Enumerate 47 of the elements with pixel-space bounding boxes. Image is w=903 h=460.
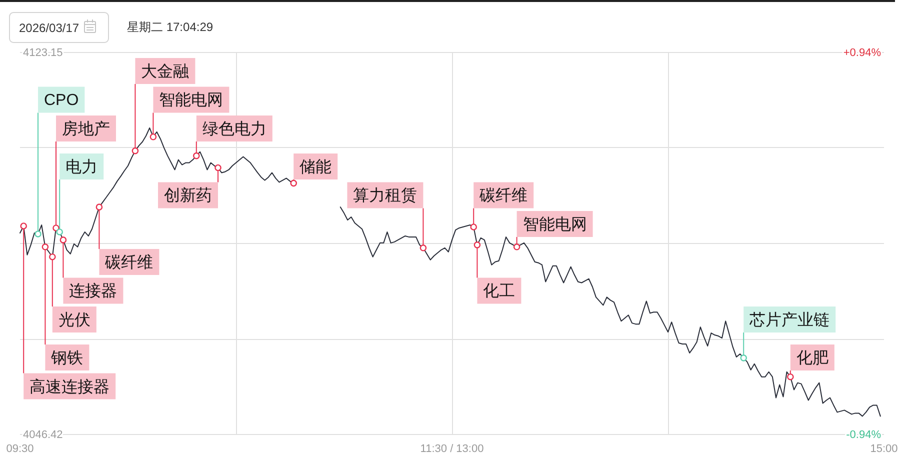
point bbox=[787, 373, 794, 380]
x-tick-label: 09:30 bbox=[6, 443, 34, 455]
y2-tick-label: +0.94% bbox=[843, 47, 882, 59]
point bbox=[96, 204, 103, 210]
point bbox=[49, 253, 56, 260]
data-label: 钢铁 bbox=[50, 350, 84, 368]
data-label: 智能电网 bbox=[522, 215, 587, 234]
data-label: 大金融 bbox=[141, 62, 190, 80]
data-label: 连接器 bbox=[69, 282, 118, 300]
data-label: 房地产 bbox=[62, 120, 110, 138]
data-label: 碳纤维 bbox=[478, 186, 528, 205]
point bbox=[420, 244, 427, 252]
chart-title: 2026/03/17 bbox=[19, 21, 80, 35]
x-tick-label: 15:00 bbox=[870, 443, 898, 455]
data-label: 光伏 bbox=[58, 311, 90, 330]
point bbox=[52, 224, 60, 232]
point bbox=[34, 230, 42, 238]
data-label: 电力 bbox=[66, 158, 98, 176]
point bbox=[132, 147, 139, 154]
point bbox=[42, 244, 49, 250]
point bbox=[470, 224, 477, 230]
point bbox=[56, 228, 63, 236]
x-tick-label: 11:30 / 13:00 bbox=[420, 443, 484, 455]
data-label: 绿色电力 bbox=[202, 120, 266, 138]
point bbox=[290, 180, 297, 187]
point bbox=[214, 164, 222, 172]
point bbox=[20, 222, 27, 230]
point bbox=[150, 133, 157, 140]
data-label: 碳纤维 bbox=[104, 253, 154, 272]
data-label: 算力租赁 bbox=[353, 186, 418, 205]
point bbox=[60, 236, 67, 244]
data-label: 储能 bbox=[300, 158, 332, 176]
point bbox=[474, 242, 481, 248]
data-label: 化工 bbox=[483, 283, 516, 300]
point bbox=[193, 152, 200, 160]
chart-subtitle: 星期二 17:04:29 bbox=[127, 20, 214, 34]
point bbox=[513, 244, 520, 250]
y-tick-label: 4046.42 bbox=[23, 429, 63, 441]
data-label: 创新药 bbox=[164, 186, 212, 205]
data-label: 智能电网 bbox=[159, 91, 224, 110]
data-label: 芯片产业链 bbox=[748, 311, 830, 330]
data-label: 高速连接器 bbox=[30, 378, 110, 396]
y2-tick-label: -0.94% bbox=[846, 429, 882, 441]
y-tick-label: 4123.15 bbox=[23, 47, 63, 59]
data-label: CPO bbox=[44, 92, 79, 110]
point bbox=[740, 354, 747, 362]
data-label: 化肥 bbox=[796, 350, 828, 368]
